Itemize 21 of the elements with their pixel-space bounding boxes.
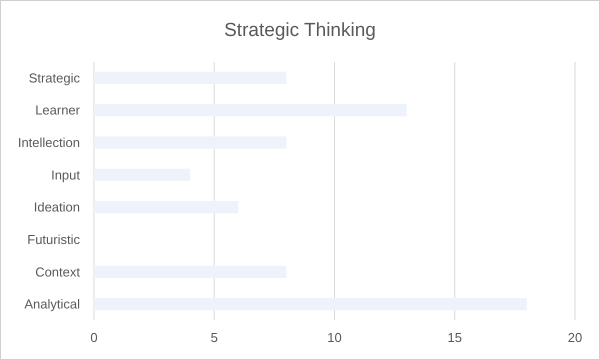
y-tick-label: Futuristic: [27, 232, 80, 248]
x-tick-label: 5: [210, 330, 218, 345]
x-tick-label: 15: [448, 330, 462, 345]
bar: [94, 136, 286, 149]
x-tick-label: 20: [568, 330, 582, 345]
x-tick-label: 0: [90, 330, 98, 345]
bar: [94, 72, 286, 84]
x-tick-label: 10: [327, 330, 342, 345]
y-tick-label: Intellection: [18, 135, 80, 150]
y-tick-label: Analytical: [24, 296, 80, 312]
bar: [94, 168, 190, 181]
y-tick-label: Learner: [35, 102, 81, 118]
chart-title: Strategic Thinking: [224, 20, 376, 41]
bar: [94, 298, 527, 310]
y-tick-label: Strategic: [28, 70, 80, 86]
y-tick-label: Ideation: [34, 200, 80, 215]
y-tick-label: Context: [35, 264, 80, 280]
bar: [94, 266, 286, 278]
bar: [94, 201, 238, 214]
y-tick-label: Input: [51, 167, 80, 182]
bar: [94, 104, 407, 116]
